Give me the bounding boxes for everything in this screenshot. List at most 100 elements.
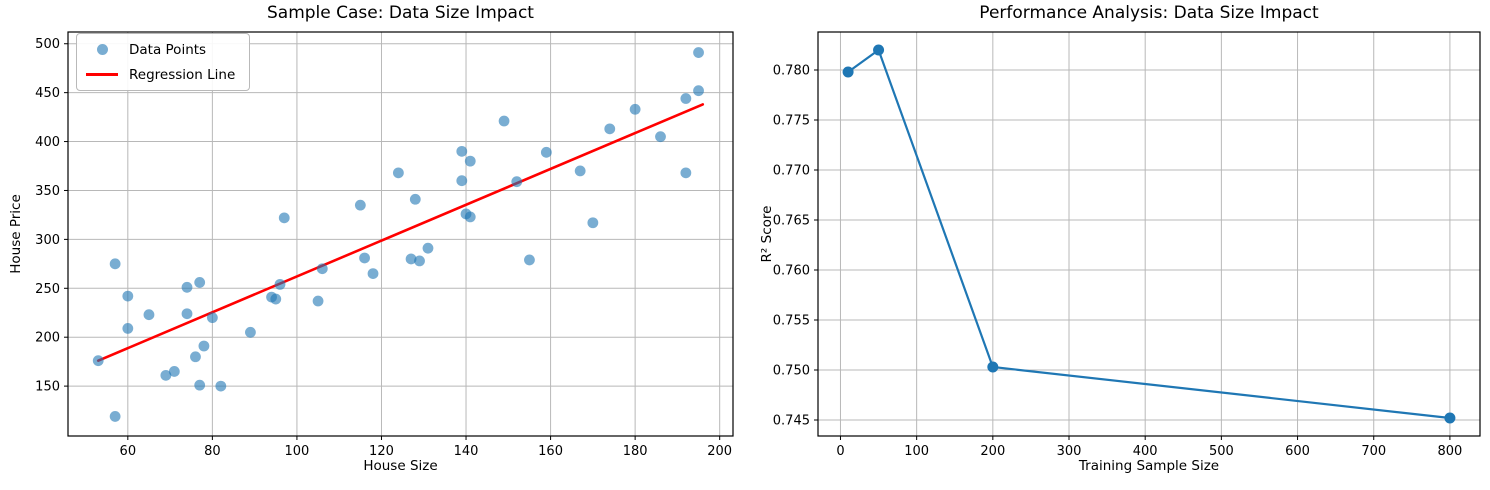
point-r2-score xyxy=(987,361,999,373)
point-data-points xyxy=(215,380,227,392)
point-data-points xyxy=(367,268,379,280)
point-data-points xyxy=(456,175,468,187)
point-data-points xyxy=(540,146,552,158)
point-data-points xyxy=(122,290,134,302)
x-tick-label: 400 xyxy=(1133,444,1158,459)
point-data-points xyxy=(693,85,704,97)
point-data-points xyxy=(316,263,328,275)
y-tick-label: 0.775 xyxy=(773,114,810,129)
point-data-points xyxy=(414,255,425,267)
x-tick-label: 0 xyxy=(836,444,844,459)
x-axis-label: Training Sample Size xyxy=(1078,458,1220,474)
y-tick-label: 0.765 xyxy=(773,214,810,229)
y-tick-label: 350 xyxy=(35,184,60,199)
x-tick-label: 180 xyxy=(623,444,648,459)
x-tick-label: 140 xyxy=(454,444,479,459)
legend-entry-data-points: Data Points xyxy=(86,41,235,58)
x-tick-label: 800 xyxy=(1437,444,1462,459)
point-data-points xyxy=(181,308,193,320)
plot-spines xyxy=(67,31,734,437)
point-data-points xyxy=(198,340,210,352)
point-data-points xyxy=(604,123,616,135)
point-data-points xyxy=(278,212,290,224)
point-r2-score xyxy=(842,66,854,78)
point-data-points xyxy=(206,312,218,324)
y-tick-label: 400 xyxy=(35,135,60,150)
series-line-r2-score xyxy=(846,48,1452,420)
point-r2-score xyxy=(1444,412,1456,424)
chart-title: Sample Case: Data Size Impact xyxy=(267,3,534,23)
x-tick-label: 200 xyxy=(707,444,732,459)
point-data-points xyxy=(680,93,692,104)
point-data-points xyxy=(680,167,692,179)
plot-spines xyxy=(817,31,1481,437)
point-r2-score xyxy=(873,44,885,56)
y-tick-label: 0.745 xyxy=(773,414,810,429)
point-data-points xyxy=(409,193,421,205)
point-data-points xyxy=(587,217,599,229)
x-tick-label: 300 xyxy=(1057,444,1082,459)
line-swatch-icon xyxy=(86,73,118,76)
x-tick-label: 80 xyxy=(204,444,221,459)
point-data-points xyxy=(655,131,666,143)
scatter-marker-icon xyxy=(96,44,108,55)
legend-swatch xyxy=(86,44,118,55)
point-data-points xyxy=(359,252,370,264)
x-tick-label: 120 xyxy=(369,444,394,459)
x-tick-label: 200 xyxy=(980,444,1005,459)
y-tick-label: 200 xyxy=(35,331,60,346)
line-chart-panel: Performance Analysis: Data Size Impact 0… xyxy=(745,0,1490,490)
point-data-points xyxy=(109,411,121,422)
point-data-points xyxy=(464,155,476,167)
legend: Data Points Regression Line xyxy=(76,33,251,91)
y-axis-label: House Price xyxy=(8,194,24,274)
y-tick-label: 0.760 xyxy=(773,264,810,279)
x-tick-label: 700 xyxy=(1361,444,1386,459)
x-axis-label: House Size xyxy=(363,458,438,474)
point-data-points xyxy=(693,47,704,58)
legend-label: Regression Line xyxy=(129,66,236,83)
y-tick-label: 300 xyxy=(35,233,60,248)
y-tick-label: 450 xyxy=(35,86,60,101)
x-tick-label: 600 xyxy=(1285,444,1310,459)
point-data-points xyxy=(392,167,404,179)
legend-entry-regression-line: Regression Line xyxy=(86,66,235,83)
point-data-points xyxy=(629,103,641,115)
x-tick-label: 100 xyxy=(285,444,310,459)
y-tick-label: 0.755 xyxy=(773,314,810,329)
point-data-points xyxy=(456,145,468,157)
x-tick-label: 500 xyxy=(1209,444,1234,459)
point-data-points xyxy=(524,254,535,266)
point-data-points xyxy=(160,369,172,381)
y-tick-label: 0.780 xyxy=(773,64,810,79)
point-data-points xyxy=(464,211,476,223)
x-tick-label: 160 xyxy=(538,444,563,459)
point-data-points xyxy=(168,366,180,377)
point-data-points xyxy=(122,322,134,334)
legend-label: Data Points xyxy=(129,41,207,58)
point-data-points xyxy=(511,176,523,188)
y-tick-label: 250 xyxy=(35,282,60,297)
point-data-points xyxy=(181,281,193,293)
line-plot-canvas: 0 100 200 300 400 500 600 700 800 0.745 0.750 0.755… xyxy=(773,31,1481,459)
point-data-points xyxy=(109,258,121,270)
point-data-points xyxy=(194,277,206,288)
point-data-points xyxy=(312,295,324,307)
y-tick-label: 0.750 xyxy=(773,364,810,379)
point-data-points xyxy=(270,293,282,305)
point-data-points xyxy=(354,199,366,211)
x-tick-label: 100 xyxy=(904,444,929,459)
point-data-points xyxy=(194,379,206,391)
point-data-points xyxy=(574,165,586,177)
point-data-points xyxy=(498,115,510,127)
y-tick-label: 0.770 xyxy=(773,164,810,179)
point-data-points xyxy=(143,309,155,321)
point-data-points xyxy=(245,326,256,338)
series-line-regression-line xyxy=(96,103,705,362)
scatter-plot-canvas: 60 80 100 120 140 160 180 200 150 200 250 300 350 400… xyxy=(35,31,734,459)
legend-swatch xyxy=(86,73,118,76)
y-tick-label: 500 xyxy=(35,37,60,52)
y-axis-label: R² Score xyxy=(759,205,775,263)
point-data-points xyxy=(190,351,201,363)
